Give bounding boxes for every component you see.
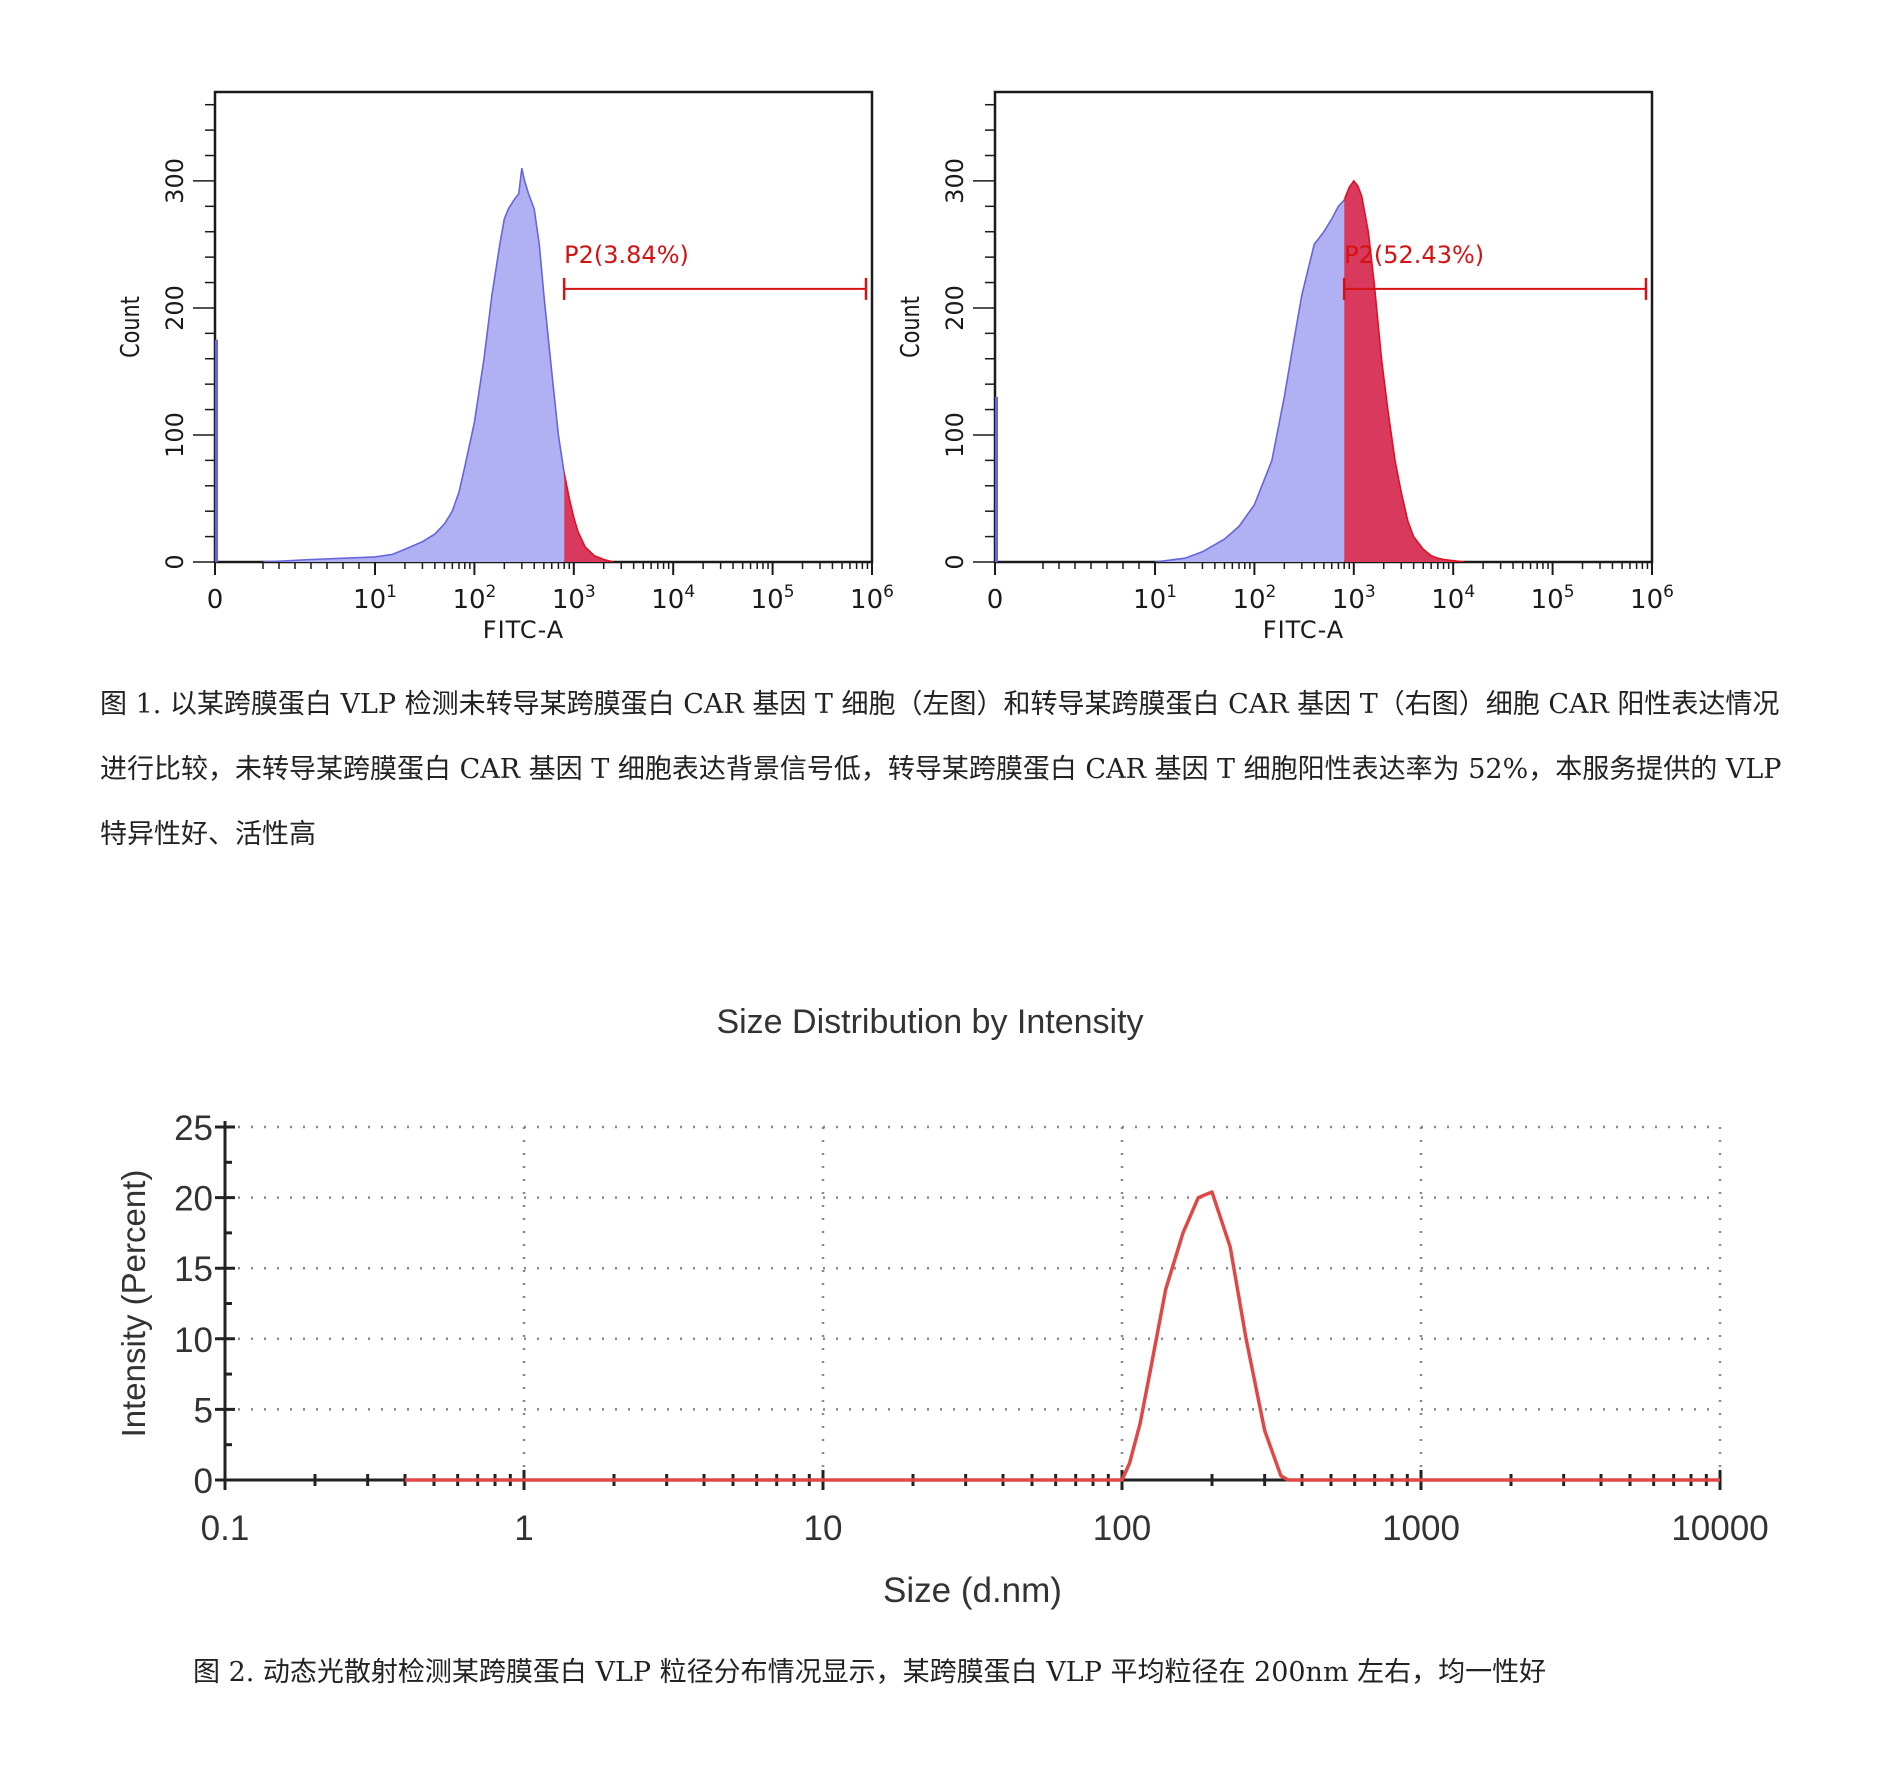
x-tick-label: 106 bbox=[1630, 582, 1674, 615]
x-tick-label: 104 bbox=[651, 582, 695, 615]
y-tick-label: 0 bbox=[194, 1462, 213, 1501]
x-tick-label: 106 bbox=[850, 582, 894, 615]
flow-histogram-right: P2(52.43%) 0 100 200 300 Count 0 101 102 103 104 10… bbox=[895, 90, 1674, 644]
x-tick-label: 103 bbox=[1332, 582, 1376, 615]
y-tick-label: 0 bbox=[161, 554, 189, 569]
histogram-positive-area bbox=[1344, 180, 1465, 562]
chart-title: Size Distribution by Intensity bbox=[716, 1003, 1143, 1041]
y-tick-label: 0 bbox=[941, 554, 969, 569]
histogram-negative-edge bbox=[262, 168, 565, 562]
x-tick-label: 1 bbox=[514, 1509, 533, 1548]
x-tick-label: 101 bbox=[353, 582, 397, 615]
flow-histogram-left: P2(3.84%) 0 100 200 300 Count 0 101 102 103 104 105… bbox=[115, 90, 894, 644]
intensity-line bbox=[405, 1190, 1720, 1482]
x-tick-label: 10 bbox=[804, 1509, 843, 1548]
gate-label: P2(3.84%) bbox=[564, 241, 689, 269]
histogram-negative-area bbox=[1155, 200, 1345, 562]
figure-2-caption: 图 2. 动态光散射检测某跨膜蛋白 VLP 粒径分布情况显示，某跨膜蛋白 VLP… bbox=[193, 1657, 1547, 1688]
y-axis-label: Count bbox=[895, 296, 926, 358]
y-tick-label: 100 bbox=[941, 412, 969, 458]
size-distribution-chart: Size Distribution by Intensity 0 5 10 15 20 25… bbox=[115, 1003, 1769, 1610]
x-tick-label: 10000 bbox=[1671, 1509, 1768, 1548]
histogram-negative-edge bbox=[1154, 197, 1345, 562]
y-tick-label: 15 bbox=[174, 1250, 213, 1289]
y-tick-label: 25 bbox=[174, 1109, 213, 1148]
x-tick-label: 102 bbox=[1232, 582, 1276, 615]
x-tick-label: 105 bbox=[1531, 582, 1575, 615]
x-tick-label: 101 bbox=[1133, 582, 1177, 615]
x-tick-label: 103 bbox=[552, 582, 596, 615]
y-tick-label: 300 bbox=[161, 158, 189, 204]
x-tick-label: 102 bbox=[452, 582, 496, 615]
y-axis-label: Count bbox=[115, 296, 146, 358]
x-axis-label: FITC-A bbox=[1263, 616, 1344, 644]
histogram-negative-area bbox=[263, 168, 565, 562]
x-tick-label: 0 bbox=[987, 585, 1004, 615]
y-tick-label: 20 bbox=[174, 1180, 213, 1219]
histogram-positive-edge bbox=[1344, 179, 1465, 562]
y-tick-label: 200 bbox=[161, 285, 189, 331]
y-tick-label: 100 bbox=[161, 412, 189, 458]
y-tick-label: 300 bbox=[941, 158, 969, 204]
y-tick-label: 10 bbox=[174, 1321, 213, 1360]
x-tick-label: 105 bbox=[751, 582, 795, 615]
histogram-positive-area bbox=[564, 472, 614, 562]
figure-1-caption: 图 1. 以某跨膜蛋白 VLP 检测未转导某跨膜蛋白 CAR 基因 T 细胞（左… bbox=[100, 689, 1782, 850]
x-tick-label: 104 bbox=[1431, 582, 1475, 615]
y-tick-label: 5 bbox=[194, 1391, 213, 1430]
x-axis-label: Size (d.nm) bbox=[883, 1571, 1062, 1610]
gate-label: P2(52.43%) bbox=[1344, 241, 1484, 269]
y-tick-label: 200 bbox=[941, 285, 969, 331]
x-tick-label: 0 bbox=[207, 585, 224, 615]
x-tick-label: 0.1 bbox=[201, 1509, 250, 1548]
y-axis-label: Intensity (Percent) bbox=[115, 1170, 152, 1438]
x-tick-label: 1000 bbox=[1382, 1509, 1460, 1548]
histogram-positive-edge bbox=[564, 467, 614, 562]
x-tick-label: 100 bbox=[1093, 1509, 1151, 1548]
x-axis-label: FITC-A bbox=[483, 616, 564, 644]
